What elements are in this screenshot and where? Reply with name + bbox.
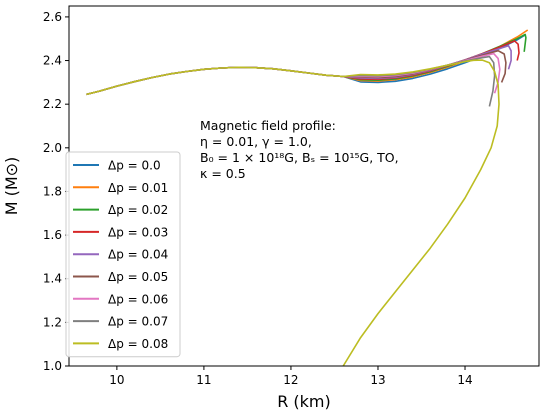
series-line-6 [86,52,501,96]
y-tick-label-8: 2.6 [43,10,62,24]
annotation-line-3: B₀ = 1 × 10¹⁸G, Bₛ = 10¹⁵G, TO, [200,150,399,165]
series-line-4 [86,44,512,96]
y-tick-label-3: 1.6 [43,228,62,242]
annotation-line-4: κ = 0.5 [200,166,246,181]
y-tick-label-6: 2.2 [43,97,62,111]
x-tick-label-1: 11 [196,373,211,387]
y-tick-label-5: 2.0 [43,141,62,155]
x-tick-label-4: 14 [457,373,472,387]
legend-label-2: Δp = 0.02 [108,203,168,217]
legend-label-0: Δp = 0.0 [108,159,161,173]
x-tick-label-2: 12 [283,373,298,387]
series-line-7 [86,55,496,107]
legend-label-8: Δp = 0.08 [108,337,168,351]
y-axis-label: M (M⊙) [2,157,21,216]
series-line-8 [86,59,500,366]
x-axis-label: R (km) [277,392,331,411]
legend-label-3: Δp = 0.03 [108,225,168,239]
annotation-text: Magnetic field profile: η = 0.01, γ = 1.… [200,118,399,181]
legend-label-5: Δp = 0.05 [108,270,168,284]
legend: Δp = 0.0 Δp = 0.01 Δp = 0.02 Δp = 0.03 Δp = … [65,151,181,358]
legend-label-7: Δp = 0.07 [108,315,168,329]
ticks-layer: 10 11 12 13 14 1.0 1.2 1.4 1.6 1.8 2.0 2.2 2.4 2.6 [43,10,473,387]
legend-box [65,151,181,358]
legend-label-4: Δp = 0.04 [108,248,168,262]
x-tick-label-3: 13 [370,373,385,387]
legend-label-1: Δp = 0.01 [108,181,168,195]
y-tick-label-1: 1.2 [43,315,62,329]
y-tick-label-0: 1.0 [43,359,62,373]
series-line-5 [86,49,507,96]
y-tick-label-7: 2.4 [43,54,62,68]
annotation-line-1: Magnetic field profile: [200,118,336,133]
legend-label-6: Δp = 0.06 [108,292,168,306]
x-tick-label-0: 10 [109,373,124,387]
annotation-line-2: η = 0.01, γ = 1.0, [200,134,312,149]
curves-layer [86,29,529,366]
series-line-0 [86,33,527,96]
series-line-3 [86,40,520,96]
y-tick-label-2: 1.4 [43,272,62,286]
y-tick-label-4: 1.8 [43,184,62,198]
